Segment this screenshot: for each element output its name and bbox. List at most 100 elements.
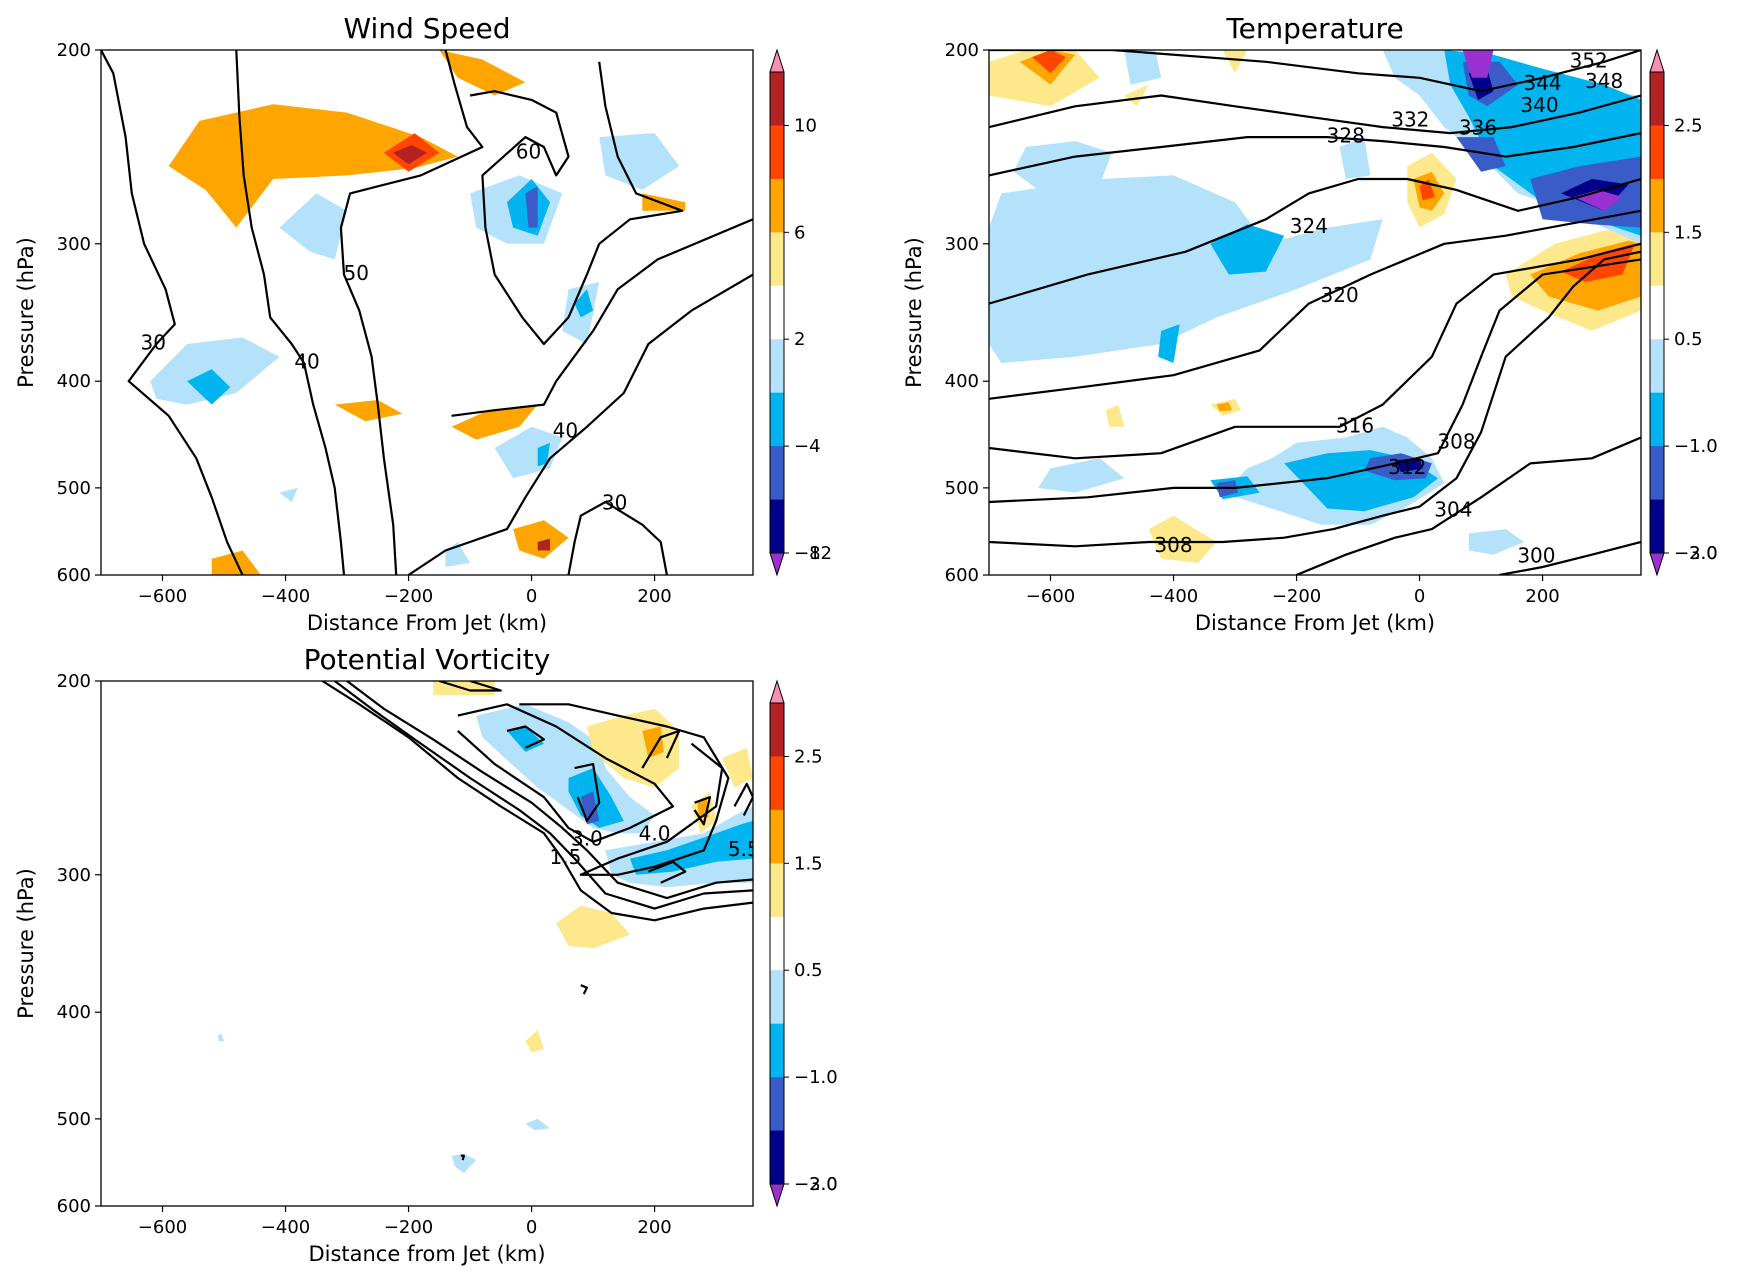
x-tick-label-1: −600	[138, 1217, 187, 1238]
x-tick-label-1: −600	[138, 586, 187, 607]
contour-label-7: 328	[1327, 124, 1365, 148]
plot-area: 352 344 348 340 332 336 328 324 320 316 312 308 304 3…	[989, 50, 1641, 575]
fill-patch-5	[1105, 404, 1125, 427]
chart-title: Temperature	[1225, 12, 1403, 45]
y-axis-label: Pressure (hPa)	[902, 237, 926, 388]
y-tick-label-3: 400	[945, 371, 979, 392]
x-tick-label-3: −200	[384, 1217, 433, 1238]
fill-patch-23	[1468, 529, 1525, 555]
colorbar-segment-3	[770, 178, 784, 233]
contour-line-10	[1499, 540, 1641, 575]
contour-line-9	[1296, 436, 1641, 575]
colorbar-segment-7	[770, 392, 784, 447]
fill-patch-5	[451, 1153, 477, 1173]
axes-frame	[988, 49, 1642, 576]
fill-patch-19	[187, 369, 231, 405]
contour-label-11: 312	[1388, 455, 1426, 479]
x-tick-label-2: −400	[261, 1217, 310, 1238]
x-axis-label: Distance From Jet (km)	[1195, 611, 1435, 635]
colorbar-extend-bottom	[1649, 552, 1665, 577]
x-tick-label-5: 200	[637, 586, 671, 607]
colorbar-segment-8	[770, 446, 784, 501]
chart-title: Wind Speed	[343, 12, 510, 45]
contour-label-9: 320	[1321, 283, 1359, 307]
fill-patch-12	[1216, 402, 1232, 412]
fill-patch-10	[537, 538, 550, 551]
contour-label-4: 340	[1520, 93, 1558, 117]
contour-line-3	[339, 50, 484, 575]
colorbar-segment-4	[770, 863, 784, 918]
colorbar-segment-4	[1650, 232, 1664, 287]
x-axis-label: Distance From Jet (km)	[307, 611, 547, 635]
colorbar-tick-label-5: −8	[794, 543, 821, 564]
y-tick-label-1: 200	[57, 40, 91, 61]
colorbar: 2.5 1.5 0.5 −1.0 −2.0−3.0	[1649, 48, 1718, 577]
colorbar-tick-label-1: 2.5	[794, 746, 823, 767]
x-tick-label-1: −600	[1026, 586, 1075, 607]
axes-frame	[100, 49, 754, 576]
contour-line-4	[457, 703, 675, 843]
colorbar: 2.5 1.5 0.5 −1.0 −2.0−3.0	[769, 679, 838, 1208]
colorbar-tick-label-6: −12	[794, 543, 832, 564]
plot-area: 60 50 30 40 40 30	[101, 50, 753, 575]
contour-line-7	[989, 258, 1641, 504]
x-tick-label-2: −400	[261, 586, 310, 607]
colorbar-segment-5	[770, 916, 784, 971]
y-tick-label-4: 500	[57, 1109, 91, 1130]
colorbar-frame	[769, 702, 785, 1185]
colorbar-tick-label-6: −3.0	[1674, 543, 1718, 564]
fill-patch-4	[525, 1118, 550, 1131]
colorbar-segment-2	[770, 756, 784, 811]
colorbar-extend-top	[1649, 48, 1665, 73]
fill-patch-9	[393, 145, 427, 165]
fill-patch-15	[1561, 243, 1635, 282]
x-tick-label-4: 0	[526, 586, 537, 607]
contour-label-3: 4.0	[639, 821, 671, 845]
fill-patch-32	[1456, 137, 1506, 172]
panel-3: 1.53.0 4.05.5−600 −400 −200 0 200200300400500…	[14, 643, 838, 1266]
fill-patch-13	[1032, 50, 1066, 74]
y-tick-label-3: 400	[57, 1002, 91, 1023]
x-tick-label-3: −200	[384, 586, 433, 607]
fill-patch-2	[439, 50, 526, 96]
colorbar-extend-top	[769, 679, 785, 704]
contour-line-8	[647, 860, 687, 884]
colorbar-extend-top	[769, 48, 785, 73]
fill-patch-16	[989, 175, 1383, 363]
contour-line-1	[989, 50, 1641, 93]
fill-patch-3	[217, 1033, 224, 1042]
colorbar-tick-label-4: −1.0	[1674, 436, 1718, 457]
colorbar-tick-label-2: 6	[794, 222, 805, 243]
chart-title: Potential Vorticity	[304, 643, 551, 676]
fill-patch-12	[150, 337, 280, 405]
contour-line-1	[101, 50, 244, 575]
x-tick-label-2: −400	[1149, 586, 1198, 607]
x-tick-label-4: 0	[526, 1217, 537, 1238]
y-tick-label-2: 300	[945, 234, 979, 255]
y-tick-label-5: 600	[57, 565, 91, 586]
fill-patch-11	[279, 193, 347, 260]
colorbar-segment-5	[1650, 285, 1664, 340]
colorbar-segment-2	[1650, 125, 1664, 180]
y-tick-label-1: 200	[57, 671, 91, 692]
fill-patch-6	[568, 768, 624, 828]
contour-line-5	[989, 209, 1641, 400]
colorbar-segment-9	[1650, 499, 1664, 554]
fill-patch-7	[1222, 50, 1248, 74]
colorbar-segment-2	[770, 125, 784, 180]
contour-line-3	[989, 132, 1641, 177]
y-axis-label: Pressure (hPa)	[14, 237, 38, 388]
colorbar-tick-label-5: −2.0	[794, 1174, 838, 1195]
contour-line-8	[989, 250, 1641, 548]
colorbar-segment-4	[770, 232, 784, 287]
axes-frame	[100, 680, 754, 1207]
contour-line-10	[438, 681, 502, 692]
colorbar-segment-5	[770, 285, 784, 340]
contour-line-2	[235, 50, 346, 575]
contour-line-6	[506, 725, 546, 749]
panel-2: 352 344 348 340 332 336 328 324 320 316 312 308 304 3…	[902, 12, 1718, 635]
contour-label-8: 324	[1290, 214, 1328, 238]
contour-line-2	[989, 94, 1641, 135]
colorbar-frame	[769, 71, 785, 554]
y-tick-label-5: 600	[57, 1196, 91, 1217]
